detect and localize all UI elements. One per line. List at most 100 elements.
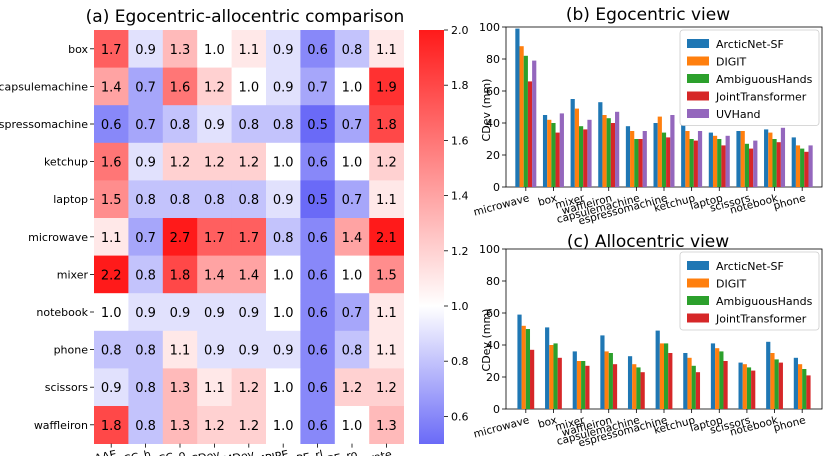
heatmap-cell [197, 142, 232, 181]
y-tick-label: 60 [486, 85, 500, 98]
x-tick-label: box [537, 414, 558, 431]
bar [612, 364, 618, 409]
heatmap-cell-value: 1.0 [273, 268, 294, 283]
heatmap-cell-value: 0.8 [342, 344, 363, 359]
bar [557, 357, 562, 409]
heatmap-cell [266, 330, 301, 369]
heatmap-cell [94, 142, 129, 181]
bar [693, 140, 698, 187]
bar [666, 137, 671, 187]
bar [687, 357, 692, 409]
heatmap-cell-value: 0.8 [135, 344, 156, 359]
bar [519, 46, 524, 188]
heatmap-cell-value: 0.8 [101, 344, 122, 359]
heatmap-row-label: notebook [36, 306, 88, 319]
bar [744, 143, 750, 187]
bar [697, 131, 703, 187]
heatmap-row-label: capsulemachine [0, 80, 88, 93]
heatmap-cell-value: 0.8 [170, 118, 191, 133]
heatmap-cell [231, 406, 267, 444]
heatmap-row-label: scissors [45, 381, 89, 394]
heatmap-cell [197, 30, 232, 68]
heatmap-cell-value: 1.1 [376, 344, 397, 359]
bar [578, 126, 584, 187]
heatmap-cell [300, 293, 336, 332]
heatmap-cell [334, 368, 370, 407]
bar [521, 325, 526, 409]
heatmap-cell [334, 293, 370, 332]
bar [517, 314, 522, 409]
legend-label: AmbiguousHands [716, 295, 813, 308]
heatmap-cell [94, 368, 129, 407]
heatmap-cell-value: 1.2 [376, 381, 397, 396]
heatmap-cell-value: 2.2 [101, 268, 122, 283]
heatmap-cell [334, 180, 370, 219]
bar [770, 353, 775, 409]
heatmap-cell-value: 1.1 [101, 231, 122, 246]
bar [795, 145, 801, 187]
legend-label: JointTransformer [715, 91, 807, 104]
legend-swatch [687, 261, 709, 270]
heatmap-cell-value: 0.5 [307, 118, 328, 133]
bar [600, 335, 605, 409]
heatmap-cell [334, 330, 370, 369]
heatmap-cell-value: 1.0 [273, 306, 294, 321]
bar [551, 123, 556, 187]
bar [681, 124, 686, 187]
bar [736, 131, 741, 187]
colorbar-tick-label: 1.6 [451, 134, 469, 147]
heatmap-row-label: laptop [53, 193, 88, 206]
legend-swatch [687, 56, 709, 66]
colorbar-tick-label: 0.8 [451, 355, 469, 368]
bar [547, 119, 552, 187]
heatmap-cell [231, 218, 267, 256]
bar [780, 127, 786, 187]
heatmap-cell [334, 142, 370, 181]
bar [638, 139, 643, 187]
bar [719, 351, 724, 409]
heatmap-cell-value: 0.7 [342, 306, 363, 321]
heatmap-cell-value: 2.7 [170, 231, 191, 246]
heatmap-cell [369, 330, 404, 369]
heatmap-cell [231, 368, 267, 407]
heatmap-cell [300, 218, 336, 256]
heatmap-cell-value: 1.0 [238, 80, 259, 95]
bar [523, 55, 528, 187]
heatmap-title: (a) Egocentric-allocentric comparison [86, 7, 405, 27]
heatmap-cell-value: 1.0 [342, 80, 363, 95]
bar [559, 113, 564, 187]
y-tick-label: 40 [486, 339, 500, 352]
heatmap-row-label: phone [54, 344, 89, 357]
heatmap-cell [231, 255, 267, 294]
x-tick-label: box [537, 192, 558, 209]
heatmap-cell-value: 0.9 [135, 156, 156, 171]
y-tick-label: 40 [486, 117, 500, 130]
heatmap-cell-value: 1.2 [204, 419, 225, 434]
heatmap-cell-value: 1.7 [101, 43, 122, 58]
bar [570, 99, 575, 187]
bar [802, 369, 807, 409]
heatmap-cell [334, 406, 370, 444]
heatmap-cell-value: 0.6 [307, 344, 328, 359]
heatmap-cell-value: 0.9 [273, 344, 294, 359]
heatmap-cell-value: 1.6 [101, 156, 122, 171]
heatmap-cell-value: 0.8 [204, 193, 225, 208]
bar [793, 357, 798, 409]
heatmap-cell [266, 406, 301, 444]
bar [655, 330, 660, 409]
heatmap-cell [94, 30, 129, 68]
heatmap-cell [128, 142, 164, 181]
heatmap-cell-value: 0.8 [238, 118, 259, 133]
heatmap-cell [197, 406, 232, 444]
heatmap-cell [300, 406, 336, 444]
heatmap-cell [266, 368, 301, 407]
heatmap-cell [231, 105, 267, 144]
heatmap-cell-value: 1.1 [376, 193, 397, 208]
bar [689, 139, 694, 187]
bar [695, 372, 701, 409]
heatmap-cell [128, 330, 164, 369]
bar [772, 139, 777, 187]
y-tick-label: 60 [486, 307, 500, 320]
colorbar-tick-label: 2.0 [451, 24, 469, 37]
x-tick-label: phone [772, 414, 807, 434]
